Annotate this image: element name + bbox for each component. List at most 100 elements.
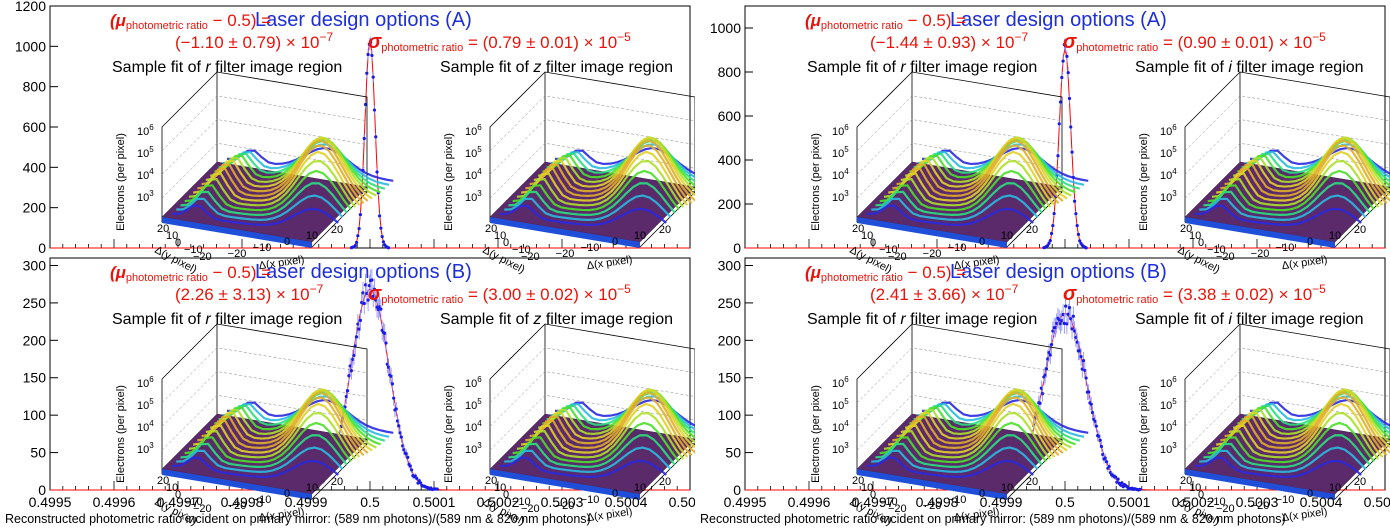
data-point bbox=[374, 298, 378, 302]
inset-zlabel: Electrons (per pixel) bbox=[1138, 133, 1150, 231]
data-point bbox=[1073, 199, 1077, 203]
inset-ztick-base: 10 bbox=[1160, 126, 1172, 138]
x-tick-label: 0.4998 bbox=[221, 494, 264, 510]
inset-ztick-exp: 5 bbox=[844, 145, 849, 154]
inset-grid-line bbox=[856, 347, 1063, 403]
y-tick-label: 600 bbox=[718, 108, 742, 124]
inset-ztick-exp: 4 bbox=[844, 167, 849, 176]
mu-symbol: (μ bbox=[110, 263, 127, 282]
data-point bbox=[375, 170, 379, 174]
data-point bbox=[1065, 54, 1069, 58]
inset-grid-line bbox=[856, 394, 1063, 451]
inset-ztick-base: 10 bbox=[1160, 192, 1172, 204]
mu-value-exp: −7 bbox=[319, 30, 333, 44]
inset-ztick-base: 10 bbox=[832, 192, 844, 204]
y-tick-label: 200 bbox=[23, 200, 47, 216]
inset-xtick-label: −10 bbox=[581, 242, 600, 254]
data-point bbox=[348, 364, 352, 368]
inset-ytick-label: 10 bbox=[494, 230, 506, 242]
sigma-value-base: = (3.00 ± 0.02) × 10 bbox=[463, 285, 617, 304]
inset-surface-slice bbox=[520, 150, 689, 206]
sigma-symbol: σ bbox=[368, 31, 382, 53]
data-point bbox=[1047, 241, 1051, 245]
inset-xtick-label: 0 bbox=[1307, 488, 1313, 500]
inset-title-filter: r bbox=[900, 311, 906, 328]
y-tick-label: 200 bbox=[23, 332, 47, 348]
data-point bbox=[1113, 475, 1118, 479]
inset-title-post: filter image region bbox=[541, 59, 673, 76]
data-point bbox=[354, 240, 359, 245]
inset-ztick-exp: 5 bbox=[477, 397, 482, 406]
inset-ztick-exp: 6 bbox=[844, 123, 849, 132]
inset-title-post: filter image region bbox=[906, 59, 1038, 76]
mu-label: (μphotometric ratio − 0.5) = bbox=[805, 11, 966, 32]
mu-value-base: (2.26 ± 3.13) × 10 bbox=[175, 285, 310, 304]
data-point bbox=[353, 243, 357, 248]
inset-title: Sample fit of r filter image region bbox=[807, 311, 1037, 328]
y-tick-label: 1200 bbox=[15, 0, 46, 14]
inset-ztick-label: 105 bbox=[832, 145, 849, 160]
x-tick-label: 0.5 bbox=[1055, 494, 1075, 510]
inset-ytick-label: −20 bbox=[888, 251, 907, 263]
data-point bbox=[1070, 150, 1074, 154]
inset-ytick-label: 0 bbox=[1198, 237, 1204, 249]
data-point bbox=[1084, 376, 1088, 380]
inset-ztick-base: 10 bbox=[1160, 444, 1172, 456]
y-tick-label: 150 bbox=[23, 370, 47, 386]
inset-title: Sample fit of i filter image region bbox=[1135, 311, 1364, 328]
inset-ytick-label: −10 bbox=[184, 496, 203, 508]
inset-ytick-label: 0 bbox=[503, 489, 509, 501]
inset-surface-slice bbox=[883, 159, 1052, 208]
inset-surface-slice bbox=[188, 159, 357, 208]
sigma-symbol: σ bbox=[1063, 283, 1077, 305]
data-point bbox=[1069, 125, 1073, 129]
inset-ztick-base: 10 bbox=[832, 378, 844, 390]
inset-ytick-label: 10 bbox=[1189, 482, 1201, 494]
data-point bbox=[1138, 487, 1142, 491]
inset-ztick-exp: 4 bbox=[149, 419, 154, 428]
inset-ztick-label: 106 bbox=[1160, 375, 1177, 390]
inset-ztick-label: 104 bbox=[465, 167, 482, 182]
x-tick-label: 0.4999 bbox=[285, 494, 328, 510]
inset-ztick-exp: 3 bbox=[149, 441, 154, 450]
data-point bbox=[406, 455, 410, 459]
sigma-symbol: σ bbox=[368, 283, 382, 305]
inset-surface-slice bbox=[879, 169, 1047, 212]
inset-surface-slice bbox=[176, 446, 344, 473]
y-tick-label: 800 bbox=[23, 79, 47, 95]
inset-grid-line bbox=[489, 119, 695, 175]
inset-title-pre: Sample fit of bbox=[1135, 59, 1228, 76]
data-point bbox=[369, 40, 373, 45]
inset-surface-slice bbox=[533, 389, 695, 449]
inset-ztick-label: 105 bbox=[137, 145, 154, 160]
inset-ztick-label: 106 bbox=[832, 375, 849, 390]
inset-ytick-label: 10 bbox=[166, 230, 178, 242]
inset-ztick-label: 104 bbox=[137, 167, 154, 182]
inset-ztick-base: 10 bbox=[137, 126, 149, 138]
data-point bbox=[410, 468, 414, 472]
y-tick-label: 100 bbox=[23, 407, 47, 423]
data-point bbox=[370, 53, 374, 57]
data-point bbox=[1065, 322, 1069, 326]
data-point bbox=[360, 300, 364, 305]
data-point bbox=[415, 476, 419, 480]
inset-title-pre: Sample fit of bbox=[807, 59, 900, 76]
inset-grid-line bbox=[1184, 347, 1390, 403]
inset-grid-line bbox=[856, 119, 1063, 175]
inset-ytick-label: −10 bbox=[879, 244, 898, 256]
inset-grid-line bbox=[161, 119, 368, 175]
data-point bbox=[398, 431, 402, 435]
x-tick-label: 0.4996 bbox=[93, 494, 136, 510]
inset-ztick-label: 103 bbox=[465, 189, 482, 204]
inset-ztick-base: 10 bbox=[465, 126, 477, 138]
inset-ztick-exp: 3 bbox=[1172, 189, 1177, 198]
data-point bbox=[392, 396, 396, 400]
inset-ztick-base: 10 bbox=[137, 170, 149, 182]
inset-surface-slice bbox=[866, 456, 1034, 478]
inset-grid-line bbox=[1184, 142, 1390, 199]
data-point bbox=[356, 234, 360, 238]
inset-ztick-exp: 6 bbox=[149, 375, 154, 384]
inset-ztick-exp: 3 bbox=[477, 189, 482, 198]
